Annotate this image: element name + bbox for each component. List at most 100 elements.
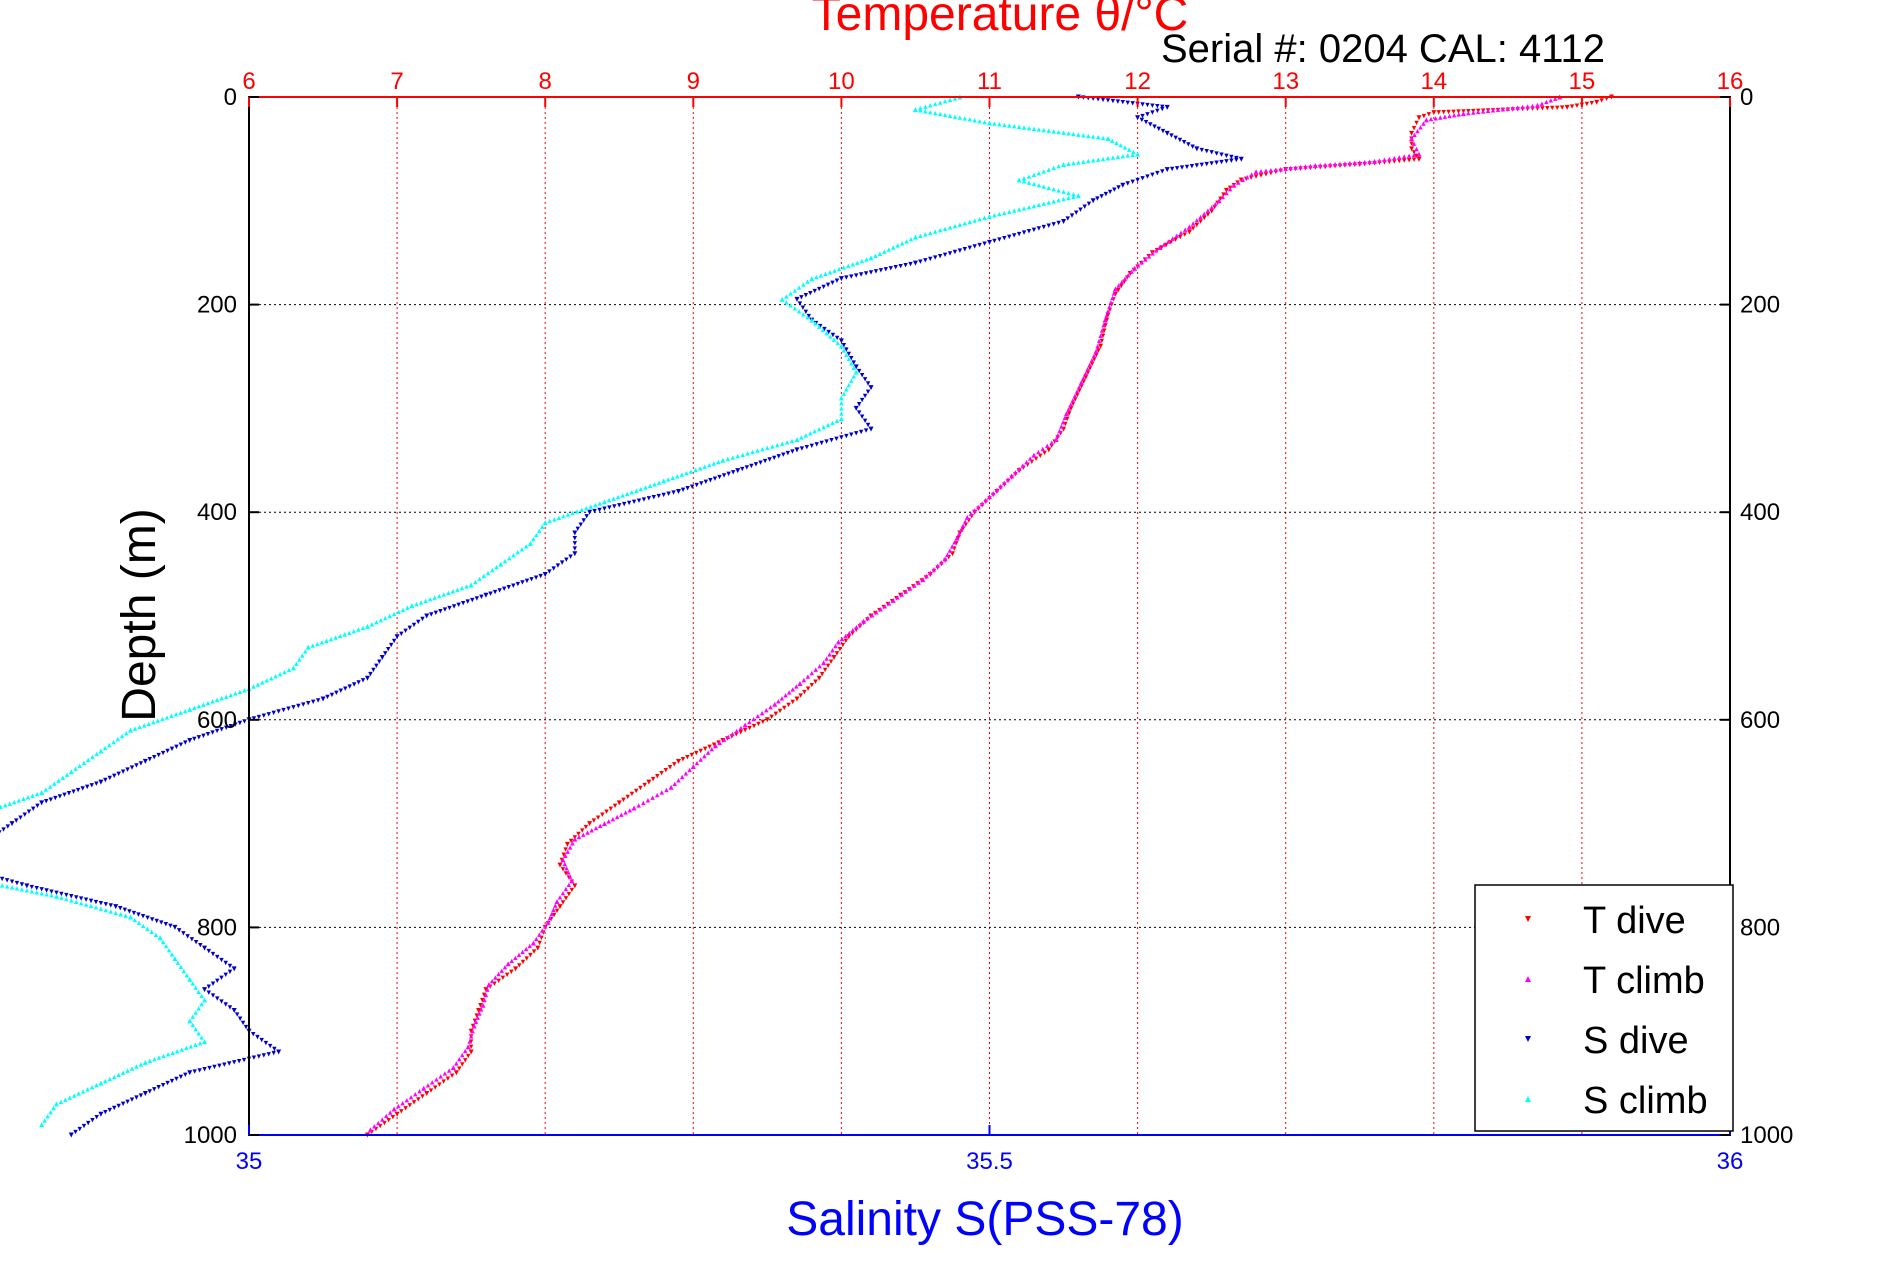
data-point (1227, 186, 1233, 192)
data-point (333, 635, 338, 640)
data-point (1446, 109, 1451, 115)
data-point (1031, 452, 1037, 458)
data-point (502, 558, 508, 564)
data-point (560, 867, 566, 872)
data-point (414, 601, 419, 607)
data-point (1100, 97, 1106, 103)
data-point (499, 968, 504, 973)
data-point (1110, 155, 1116, 160)
data-point (554, 908, 560, 913)
data-point (460, 601, 466, 606)
data-point (1066, 406, 1071, 412)
data-point (1135, 151, 1141, 157)
data-point (1005, 477, 1011, 482)
data-point (849, 356, 854, 361)
data-point (196, 989, 201, 994)
data-point (1099, 328, 1105, 333)
chart-subtitle: Serial #: 0204 CAL: 4112 (1161, 27, 1605, 71)
data-point (1096, 338, 1102, 344)
data-point (497, 588, 502, 593)
data-point (1471, 110, 1476, 115)
data-point (3, 803, 8, 808)
data-point (667, 765, 673, 770)
data-point (394, 634, 400, 640)
data-point (1066, 131, 1071, 136)
data-point (509, 958, 514, 963)
data-point (187, 976, 193, 982)
data-point (1099, 194, 1104, 199)
data-point (685, 754, 690, 760)
data-point (1096, 348, 1101, 353)
data-point (1130, 179, 1135, 184)
data-point (928, 103, 933, 108)
data-point (310, 643, 315, 648)
data-point (315, 698, 321, 703)
data-point (685, 486, 690, 491)
data-point (942, 556, 948, 562)
data-point (118, 906, 123, 911)
data-point (1125, 153, 1130, 158)
data-point (584, 514, 589, 519)
data-point (859, 258, 865, 264)
data-point (652, 482, 657, 487)
data-point (834, 418, 840, 424)
data-point (1357, 160, 1362, 165)
data-point (846, 634, 852, 640)
data-point (968, 511, 974, 517)
data-point (553, 903, 558, 908)
data-point (560, 857, 566, 863)
data-point (764, 707, 769, 713)
data-point (356, 627, 361, 632)
data-point (202, 945, 208, 951)
data-point (676, 778, 681, 783)
data-point (932, 101, 938, 107)
data-point (1087, 366, 1093, 371)
data-point (638, 785, 643, 791)
data-point (519, 547, 525, 552)
data-point (1122, 276, 1128, 281)
data-point (679, 774, 685, 780)
data-point (507, 555, 512, 561)
data-point (1190, 226, 1196, 231)
data-point (543, 924, 548, 929)
data-point (416, 619, 421, 625)
data-point (655, 773, 660, 779)
data-point (1105, 136, 1111, 142)
data-point (1083, 374, 1089, 380)
data-point (851, 365, 856, 370)
data-point (827, 270, 833, 275)
data-point (103, 777, 108, 783)
data-point (952, 540, 957, 545)
tick-label-left: 800 (197, 914, 237, 941)
data-point (844, 433, 849, 439)
data-point (165, 748, 170, 754)
data-point (438, 609, 443, 614)
data-point (477, 576, 482, 582)
data-point (394, 1111, 400, 1117)
data-point (854, 273, 859, 278)
data-point (1002, 122, 1007, 128)
data-point (14, 886, 20, 891)
data-point (474, 596, 480, 601)
data-point (1036, 202, 1042, 208)
data-point (1046, 128, 1051, 133)
data-point (987, 213, 992, 219)
data-point (486, 981, 492, 987)
data-point (1036, 226, 1042, 231)
data-point (1510, 105, 1515, 111)
data-point (1214, 160, 1219, 165)
data-point (520, 949, 525, 955)
data-point (549, 911, 554, 917)
data-point (820, 327, 826, 333)
data-point (129, 1066, 135, 1071)
data-point (320, 696, 326, 702)
data-point (832, 268, 837, 273)
data-point (4, 884, 10, 889)
data-point (908, 261, 913, 267)
data-point (846, 356, 852, 362)
data-point (824, 656, 829, 661)
data-point (72, 1093, 77, 1098)
tick-label-top: 16 (1717, 68, 1744, 95)
data-point (862, 418, 868, 424)
data-point (69, 894, 74, 899)
